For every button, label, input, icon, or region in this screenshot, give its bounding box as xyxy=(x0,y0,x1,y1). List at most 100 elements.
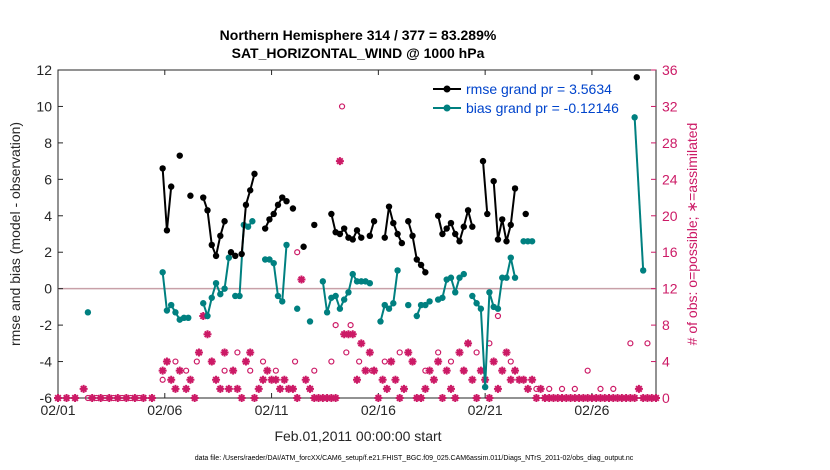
bias-marker xyxy=(244,223,252,230)
obs-assimilated-marker xyxy=(171,384,180,393)
rmse-marker xyxy=(340,225,348,232)
obs-assimilated-marker xyxy=(421,384,430,393)
bias-marker xyxy=(283,241,290,249)
y-left-tick-label: 2 xyxy=(44,244,52,260)
bias-marker xyxy=(422,301,429,309)
rmse-marker xyxy=(270,210,277,218)
obs-possible-marker xyxy=(381,358,388,365)
obs-assimilated-marker xyxy=(605,394,614,402)
bias-marker xyxy=(394,267,401,274)
obs-assimilated-marker xyxy=(532,394,541,402)
bias-marker xyxy=(381,301,388,309)
rmse-marker xyxy=(221,218,228,225)
obs-assimilated-marker xyxy=(412,394,421,402)
obs-assimilated-marker xyxy=(88,394,97,402)
rmse-line xyxy=(482,161,489,215)
rmse-marker xyxy=(279,194,286,201)
obs-assimilated-marker xyxy=(528,375,537,384)
obs-assimilated-marker xyxy=(652,394,660,402)
bias-marker xyxy=(225,254,233,261)
y-right-tick-label: 16 xyxy=(662,244,678,260)
rmse-marker xyxy=(208,241,215,249)
y-left-tick-label: 8 xyxy=(44,135,52,151)
obs-assimilated-marker xyxy=(122,394,131,402)
obs-assimilated-marker xyxy=(446,384,455,393)
obs-assimilated-marker xyxy=(592,394,601,402)
rmse-marker xyxy=(405,218,412,225)
obs-assimilated-marker xyxy=(472,394,481,402)
obs-assimilated-marker xyxy=(199,312,208,320)
rmse-marker xyxy=(422,269,429,276)
obs-assimilated-marker xyxy=(254,384,263,393)
obs-assimilated-marker xyxy=(139,394,148,402)
rmse-marker xyxy=(370,218,378,225)
obs-assimilated-marker xyxy=(276,384,285,393)
obs-assimilated-marker xyxy=(250,394,259,402)
y-left-tick-label: -6 xyxy=(40,390,53,406)
bias-marker xyxy=(217,290,224,298)
legend-bias-label: bias grand pr = -0.12146 xyxy=(466,100,619,116)
bias-marker xyxy=(426,298,433,305)
bias-marker xyxy=(274,292,282,300)
obs-possible-marker xyxy=(328,358,335,365)
y-left-tick-label: 4 xyxy=(44,208,52,224)
obs-assimilated-marker xyxy=(523,384,532,393)
obs-assimilated-marker xyxy=(485,394,494,402)
bias-line xyxy=(633,117,645,271)
bias-marker xyxy=(340,296,348,303)
y-right-tick-label: 24 xyxy=(662,171,678,187)
obs-assimilated-marker xyxy=(301,375,310,384)
obs-assimilated-marker xyxy=(203,330,212,339)
bias-marker xyxy=(266,256,273,263)
bias-marker xyxy=(477,305,485,312)
obs-assimilated-marker xyxy=(391,375,400,384)
obs-assimilated-marker xyxy=(639,394,648,402)
y-right-tick-label: 28 xyxy=(662,135,678,151)
obs-assimilated-marker xyxy=(498,366,507,375)
rmse-marker xyxy=(238,250,245,258)
obs-assimilated-marker xyxy=(511,366,520,375)
obs-possible-marker xyxy=(221,367,228,374)
y-left-tick-label: -4 xyxy=(40,354,53,370)
obs-assimilated-marker xyxy=(370,366,379,375)
obs-assimilated-marker xyxy=(476,366,485,375)
rmse-marker xyxy=(434,212,442,219)
bias-marker xyxy=(447,274,455,281)
obs-assimilated-marker xyxy=(387,357,396,366)
obs-assimilated-marker xyxy=(348,330,357,339)
rmse-marker xyxy=(511,185,519,192)
rmse-marker xyxy=(311,221,318,229)
rmse-marker xyxy=(503,238,510,245)
obs-assimilated-marker xyxy=(224,384,233,393)
bias-marker xyxy=(349,270,356,278)
bias-marker xyxy=(377,318,384,325)
rmse-marker xyxy=(328,210,335,218)
bias-marker xyxy=(439,294,446,301)
obs-assimilated-marker xyxy=(71,394,80,402)
obs-assimilated-marker xyxy=(587,394,596,402)
legend: rmse grand pr = 3.5634 bias grand pr = -… xyxy=(433,81,619,116)
rmse-marker xyxy=(484,210,491,218)
bias-marker xyxy=(159,269,166,276)
x-tick-label: 02/21 xyxy=(468,402,503,418)
obs-assimilated-marker xyxy=(374,394,383,402)
y-right-tick-label: 20 xyxy=(662,208,678,224)
obs-assimilated-marker xyxy=(489,357,498,366)
obs-assimilated-marker xyxy=(207,357,216,366)
obs-possible-marker xyxy=(172,358,179,365)
obs-assimilated-marker xyxy=(613,394,622,402)
obs-assimilated-marker xyxy=(583,394,592,402)
obs-assimilated-marker xyxy=(515,375,524,384)
bias-marker xyxy=(631,114,638,121)
obs-assimilated-marker xyxy=(382,384,391,393)
plot-area: 02/01 02/06 02/11 02/16 02/21 02/26-6-4-20246… xyxy=(36,62,677,418)
obs-possible-marker xyxy=(356,358,363,365)
rmse-marker xyxy=(163,227,171,234)
bias-marker xyxy=(390,300,397,307)
obs-assimilated-marker xyxy=(408,357,417,366)
bias-marker xyxy=(172,309,179,316)
bias-marker xyxy=(204,312,211,320)
bias-marker xyxy=(473,300,480,307)
x-tick-label: 02/06 xyxy=(147,402,182,418)
obs-assimilated-marker xyxy=(182,384,191,393)
